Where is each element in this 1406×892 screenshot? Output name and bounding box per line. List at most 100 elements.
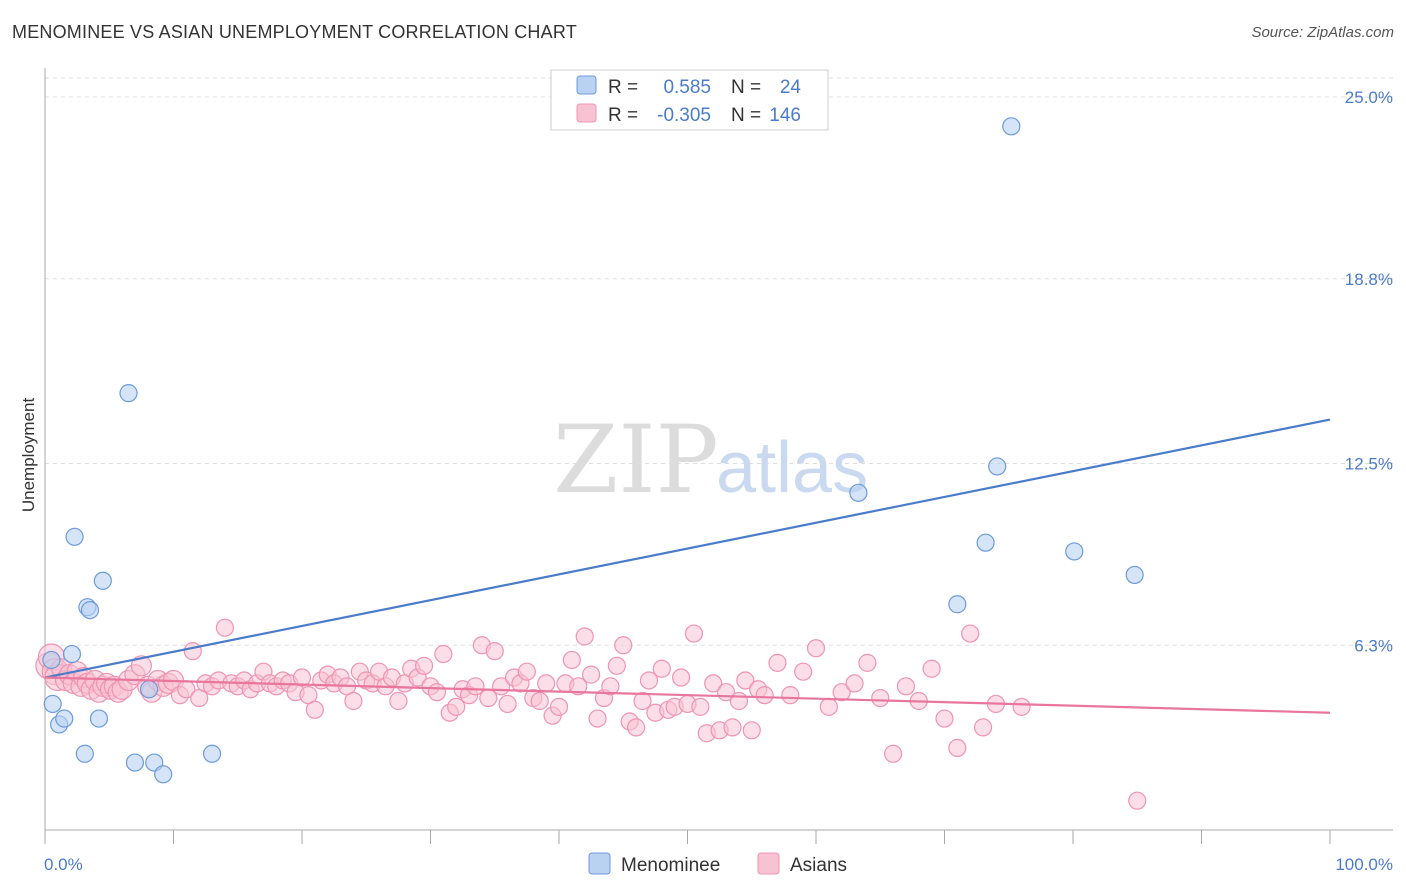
asians-point: [498, 694, 517, 714]
grid-lines: [45, 77, 1393, 646]
menominee-point: [42, 650, 61, 670]
menominee-point: [1065, 542, 1084, 561]
y-tick-label: 25.0%: [1345, 88, 1393, 107]
y-tick-label: 12.5%: [1345, 455, 1393, 474]
menominee-trend-line: [44, 418, 1331, 679]
asians-point: [607, 656, 626, 675]
menominee-points: [42, 117, 1144, 784]
chart-title: MENOMINEE VS ASIAN UNEMPLOYMENT CORRELAT…: [12, 22, 577, 42]
legend-n-label: N =: [731, 77, 761, 98]
menominee-point: [80, 600, 100, 620]
asians-point: [305, 700, 324, 719]
menominee-point: [154, 765, 173, 784]
legend-r-value: 0.585: [663, 77, 711, 98]
asians-point: [935, 709, 954, 728]
asians-point: [1012, 697, 1031, 716]
asians-point: [832, 683, 851, 702]
menominee-point: [55, 709, 74, 728]
asians-point: [569, 677, 588, 696]
asians-point: [691, 697, 710, 716]
asians-point: [704, 674, 723, 693]
asians-point: [652, 659, 671, 678]
bottom-legend-swatch-menominee: [588, 852, 611, 875]
asians-point: [922, 659, 941, 678]
y-axis-title: Unemployment: [19, 398, 38, 513]
y-tick-label: 18.8%: [1345, 270, 1393, 289]
asians-points: [35, 618, 1147, 810]
menominee-point: [93, 571, 112, 590]
trend-lines: [44, 418, 1331, 714]
asians-point: [729, 691, 749, 711]
legend-swatch-menominee: [576, 75, 597, 95]
asians-point: [794, 662, 813, 681]
menominee-point: [125, 753, 145, 772]
menominee-point: [62, 644, 82, 664]
menominee-point: [1002, 117, 1021, 136]
stats-legend: R = 0.585 N = 24 R = -0.305 N = 146: [550, 69, 829, 131]
asians-point: [292, 668, 312, 687]
watermark-zip: ZIP: [553, 406, 719, 515]
asians-point: [582, 665, 601, 684]
menominee-point: [948, 595, 967, 614]
asians-trend-line: [44, 676, 1331, 714]
asians-point: [723, 718, 742, 737]
asians-point: [427, 683, 447, 702]
legend-swatch-asians: [576, 103, 597, 123]
menominee-point: [75, 744, 94, 763]
menominee-point: [139, 680, 159, 699]
asians-point: [781, 686, 800, 705]
asians-point: [684, 624, 704, 643]
asians-point: [639, 671, 659, 690]
x-tick-label-min: 0.0%: [44, 855, 83, 874]
asians-point: [742, 721, 761, 740]
asians-point: [819, 697, 838, 716]
series-legend: Menominee Asians: [588, 852, 847, 876]
legend-n-value: 146: [769, 105, 801, 126]
menominee-point: [89, 709, 109, 728]
menominee-point: [988, 457, 1007, 476]
asians-point: [530, 691, 549, 711]
legend-n-label: N =: [731, 105, 761, 126]
asians-point: [845, 674, 864, 693]
asians-point: [614, 636, 633, 655]
asians-point: [896, 677, 916, 696]
asians-point: [549, 697, 569, 716]
menominee-point: [119, 384, 138, 403]
menominee-point: [43, 694, 62, 714]
asians-point: [671, 668, 691, 687]
asians-point: [344, 691, 363, 711]
menominee-point: [1125, 565, 1144, 585]
asians-point: [626, 718, 646, 737]
menominee-point: [976, 533, 995, 552]
asians-point: [633, 691, 652, 711]
menominee-point: [65, 527, 84, 546]
asians-point: [575, 627, 594, 646]
asians-point: [447, 697, 466, 716]
watermark: ZIP atlas: [553, 406, 868, 515]
legend-r-label: R =: [608, 77, 638, 98]
asians-point: [588, 709, 607, 728]
asians-point: [973, 718, 993, 737]
menominee-point: [849, 483, 868, 502]
asians-point: [768, 653, 787, 672]
asians-point: [562, 650, 581, 670]
y-tick-labels: 6.3% 12.5% 18.8% 25.0%: [1345, 88, 1393, 655]
asians-point: [871, 688, 890, 708]
asians-point: [961, 624, 980, 643]
asians-point: [215, 618, 234, 637]
asians-point: [434, 644, 453, 664]
asians-point: [736, 671, 755, 690]
asians-point: [601, 677, 620, 696]
x-tick-label-max: 100.0%: [1335, 855, 1393, 874]
bottom-legend-asians: Asians: [790, 855, 847, 876]
asians-point: [858, 653, 877, 672]
legend-n-value: 24: [780, 77, 802, 98]
asians-point: [755, 686, 774, 705]
asians-point: [537, 674, 556, 693]
asians-point: [948, 738, 967, 758]
source-credit: Source: ZipAtlas.com: [1251, 24, 1394, 41]
asians-point: [517, 662, 536, 681]
asians-point: [1128, 791, 1147, 810]
legend-r-label: R =: [608, 105, 638, 126]
